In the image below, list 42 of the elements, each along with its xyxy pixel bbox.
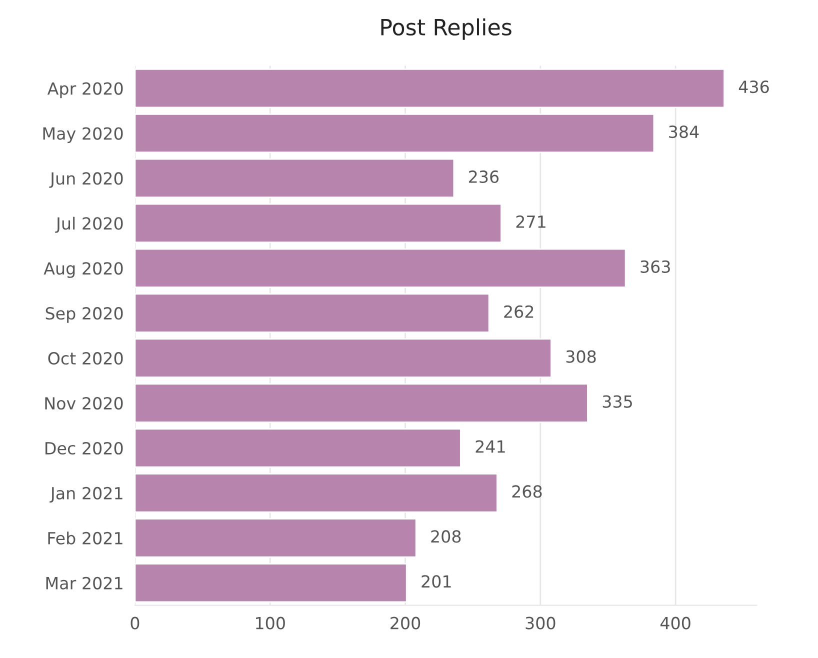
bar — [134, 158, 455, 198]
data-label: 436 — [738, 80, 769, 94]
bar — [134, 518, 417, 558]
bar — [134, 383, 588, 423]
data-label: 236 — [469, 170, 499, 184]
x-tick-label: 200 — [390, 616, 420, 630]
data-label: 208 — [431, 530, 461, 543]
data-label: 384 — [669, 125, 699, 138]
y-tick-label: Apr 2020 — [47, 82, 123, 98]
data-label: 262 — [504, 305, 534, 318]
y-tick-label: Jan 2021 — [50, 486, 122, 503]
bar — [134, 428, 462, 468]
y-tick-label: Dec 2020 — [46, 442, 123, 455]
y-tick-label: Sep 2020 — [46, 307, 123, 323]
data-label: 268 — [512, 485, 542, 498]
bar — [134, 293, 490, 333]
y-tick-label: Feb 2021 — [48, 532, 122, 544]
bar — [134, 473, 498, 513]
x-tick-label: 400 — [660, 616, 690, 630]
y-tick-label: Mar 2021 — [46, 576, 122, 590]
bar — [134, 248, 626, 288]
chart-title: Post Replies — [381, 18, 512, 40]
data-label: 201 — [422, 575, 451, 588]
data-label: 363 — [640, 260, 670, 273]
bar — [134, 68, 725, 108]
y-tick-label: Nov 2020 — [45, 396, 123, 410]
data-label: 241 — [476, 440, 505, 453]
y-tick-label: Oct 2020 — [48, 352, 123, 365]
y-tick-label: May 2020 — [43, 127, 123, 144]
bar — [134, 338, 552, 378]
bar — [134, 203, 502, 243]
bar — [134, 113, 655, 154]
x-tick-label: 0 — [130, 616, 140, 630]
y-tick-label: Jul 2020 — [55, 216, 123, 233]
y-tick-label: Jun 2020 — [49, 172, 123, 188]
x-tick-label: 300 — [526, 616, 556, 630]
x-tick-label: 100 — [256, 616, 285, 630]
data-label: 335 — [602, 395, 632, 408]
bar — [134, 563, 408, 603]
data-label: 271 — [516, 215, 546, 228]
y-tick-label: Aug 2020 — [44, 262, 123, 278]
data-label: 308 — [566, 350, 596, 363]
